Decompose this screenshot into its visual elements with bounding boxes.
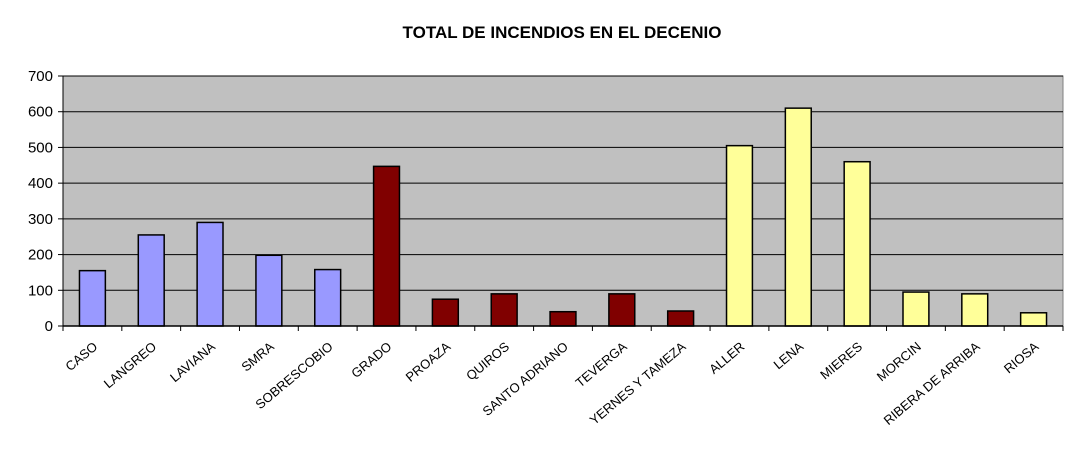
x-tick-label: CASO <box>62 339 100 374</box>
bar <box>666 310 695 327</box>
x-tick-label: ALLER <box>706 339 747 377</box>
x-tick-label: LANGREO <box>101 339 159 391</box>
bar <box>902 291 930 327</box>
x-tick-label: LAVIANA <box>167 339 218 385</box>
y-axis: 0 100 200 300 400 500 600 700 <box>28 68 64 335</box>
x-tick-label: RIOSA <box>1001 339 1042 377</box>
bar <box>372 165 401 327</box>
plot-area <box>62 75 1064 327</box>
x-tick-label: QUIROS <box>463 339 512 384</box>
x-tick-label: MORCIN <box>874 339 924 384</box>
bar <box>1019 312 1048 327</box>
chart-title: TOTAL DE INCENDIOS EN EL DECENIO <box>403 23 722 42</box>
x-tick-label: PROAZA <box>403 339 454 385</box>
y-tick-label: 0 <box>45 318 53 335</box>
bar <box>314 268 342 327</box>
bar <box>196 221 224 327</box>
bar <box>784 107 812 327</box>
bar <box>255 254 283 327</box>
x-tick-label: TEVERGA <box>573 339 630 391</box>
x-tick-label: RIBERA DE ARRIBA <box>881 339 983 428</box>
x-tick-label: SMRA <box>238 339 277 375</box>
bar <box>549 310 577 327</box>
bar <box>608 293 636 327</box>
x-tick-label: GRADO <box>348 339 394 381</box>
bar <box>961 293 989 327</box>
bar <box>843 160 871 327</box>
y-tick-label: 100 <box>28 282 53 299</box>
bar <box>78 269 107 327</box>
y-tick-label: 500 <box>28 139 53 156</box>
x-tick-label: LENA <box>771 339 807 373</box>
y-tick-label: 300 <box>28 211 53 228</box>
y-tick-label: 700 <box>28 68 53 85</box>
x-tick-label: YERNES Y TAMEZA <box>587 339 689 428</box>
y-tick-label: 200 <box>28 247 53 264</box>
x-tick-label: MIERES <box>817 339 865 383</box>
bars <box>78 107 1048 327</box>
y-tick-label: 400 <box>28 175 53 192</box>
bar <box>431 298 460 327</box>
bar <box>490 293 518 327</box>
bar <box>725 144 754 327</box>
gridlines <box>63 75 1063 291</box>
bar <box>137 234 165 327</box>
y-tick-label: 600 <box>28 104 53 121</box>
